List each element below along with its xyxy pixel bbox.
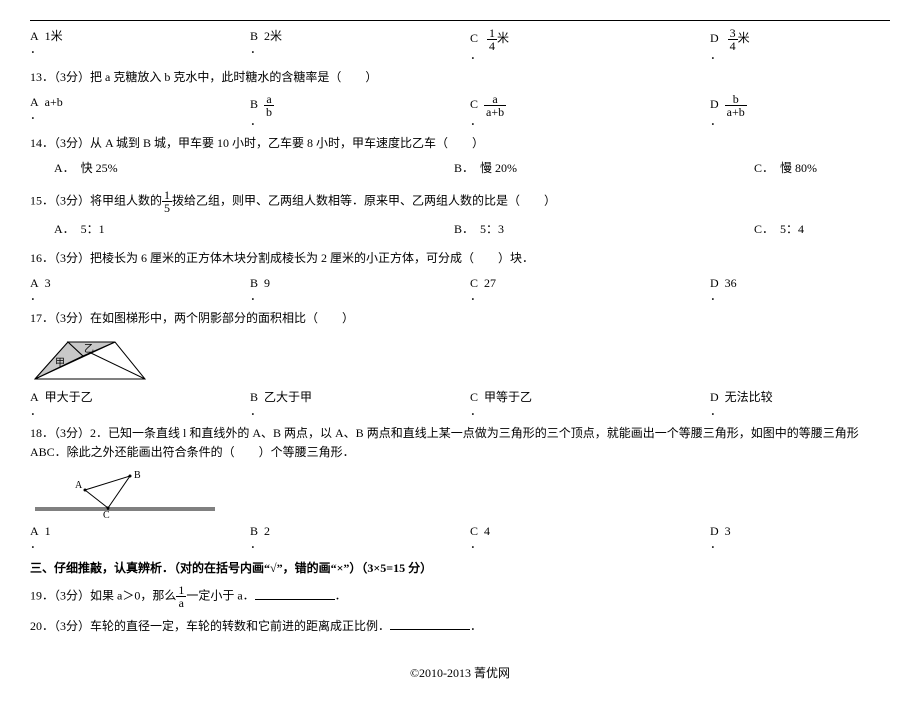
q14-opt-c: C． 慢 80% bbox=[754, 159, 817, 178]
q18-options: A1． B2． C4． D3． bbox=[30, 522, 890, 547]
q14-stem: 14．（3分）从 A 城到 B 城，甲车要 10 小时，乙车要 8 小时，甲车速… bbox=[30, 134, 890, 153]
q17-stem: 17．（3分）在如图梯形中，两个阴影部分的面积相比（ ） bbox=[30, 309, 890, 328]
q12-options: A 1米 ． B 2米 ． C 14米 ． D 34米 ． bbox=[30, 27, 890, 58]
q14-opt-b: B． 慢 20% bbox=[454, 159, 754, 178]
q15-stem: 15．（3分）将甲组人数的15拨给乙组，则甲、乙两组人数相等．原来甲、乙两组人数… bbox=[30, 189, 890, 214]
q16-opt-c: C27． bbox=[470, 274, 710, 299]
q19-blank[interactable] bbox=[255, 585, 335, 600]
dot: ． bbox=[30, 46, 42, 52]
q16-stem: 16．（3分）把棱长为 6 厘米的正方体木块分割成棱长为 2 厘米的小正方体，可… bbox=[30, 249, 890, 268]
q17-opt-d: D无法比较． bbox=[710, 388, 773, 413]
q15-opt-a: A． 5：1 bbox=[54, 220, 454, 239]
svg-text:B: B bbox=[134, 470, 141, 481]
dot: ． bbox=[710, 52, 722, 58]
q13-opt-c: Caa+b． bbox=[470, 93, 710, 124]
opt-letter: A bbox=[30, 29, 39, 43]
q15-opt-c: C． 5：4 bbox=[754, 220, 804, 239]
q16-opt-d: D36． bbox=[710, 274, 737, 299]
q16-opt-a: A3． bbox=[30, 274, 250, 299]
q13-opt-d: Dba+b． bbox=[710, 93, 747, 124]
q13-opt-b: Bab． bbox=[250, 93, 470, 124]
q14-opt-a: A． 快 25% bbox=[54, 159, 454, 178]
q16-options: A3． B9． C27． D36． bbox=[30, 274, 890, 299]
q17-opt-a: A甲大于乙． bbox=[30, 388, 250, 413]
opt-text: a+b bbox=[45, 95, 63, 109]
q12-opt-c: C 14米 ． bbox=[470, 27, 710, 58]
q20-stem: 20．（3分）车轮的直径一定，车轮的转数和它前进的距离成正比例．． bbox=[30, 615, 890, 636]
dot: ． bbox=[250, 46, 262, 52]
q17-opt-c: C甲等于乙． bbox=[470, 388, 710, 413]
q18-stem: 18．（3分）2．已知一条直线 l 和直线外的 A、B 两点，以 A、B 两点和… bbox=[30, 424, 890, 462]
top-rule bbox=[30, 20, 890, 21]
svg-text:甲: 甲 bbox=[55, 358, 65, 369]
section3-title: 三、仔细推敲，认真辨析．（对的在括号内画“√”，错的画“×”）（3×5=15 分… bbox=[30, 559, 890, 578]
q14-options: A． 快 25% B． 慢 20% C． 慢 80% bbox=[54, 159, 890, 178]
q17-opt-b: B乙大于甲． bbox=[250, 388, 470, 413]
q17-options: A甲大于乙． B乙大于甲． C甲等于乙． D无法比较． bbox=[30, 388, 890, 413]
q13-opt-a: Aa+b． bbox=[30, 93, 250, 124]
dot: ． bbox=[470, 52, 482, 58]
q19-stem: 19．（3分）如果 a＞0，那么1a一定小于 a．． bbox=[30, 584, 890, 609]
q16-opt-b: B9． bbox=[250, 274, 470, 299]
q12-opt-b: B 2米 ． bbox=[250, 27, 470, 58]
q18-opt-c: C4． bbox=[470, 522, 710, 547]
svg-text:乙: 乙 bbox=[84, 343, 94, 355]
q20-blank[interactable] bbox=[390, 615, 470, 630]
opt-frac: aa+b bbox=[484, 93, 506, 118]
q18-opt-b: B2． bbox=[250, 522, 470, 547]
q13-options: Aa+b． Bab． Caa+b． Dba+b． bbox=[30, 93, 890, 124]
opt-frac: 14米 bbox=[487, 31, 509, 45]
opt-letter: D bbox=[710, 31, 719, 45]
opt-text: 1米 bbox=[45, 29, 63, 43]
opt-letter: C bbox=[470, 31, 478, 45]
q15-options: A． 5：1 B． 5：3 C． 5：4 bbox=[54, 220, 890, 239]
opt-letter: B bbox=[250, 29, 258, 43]
svg-text:C: C bbox=[103, 510, 110, 518]
q18-opt-a: A1． bbox=[30, 522, 250, 547]
opt-text: 2米 bbox=[264, 29, 282, 43]
q13-stem: 13．（3分）把 a 克糖放入 b 克水中，此时糖水的含糖率是（ ） bbox=[30, 68, 890, 87]
opt-frac: ab bbox=[264, 93, 274, 118]
q17-figure: 甲 乙 bbox=[30, 334, 150, 384]
opt-frac: ba+b bbox=[725, 93, 747, 118]
q18-figure: A B C bbox=[30, 468, 220, 518]
q18-opt-d: D3． bbox=[710, 522, 731, 547]
opt-frac: 34米 bbox=[728, 31, 750, 45]
q12-opt-d: D 34米 ． bbox=[710, 27, 750, 58]
q15-opt-b: B． 5：3 bbox=[454, 220, 754, 239]
footer: ©2010-2013 菁优网 bbox=[30, 664, 890, 683]
q12-opt-a: A 1米 ． bbox=[30, 27, 250, 58]
svg-text:A: A bbox=[75, 480, 83, 491]
